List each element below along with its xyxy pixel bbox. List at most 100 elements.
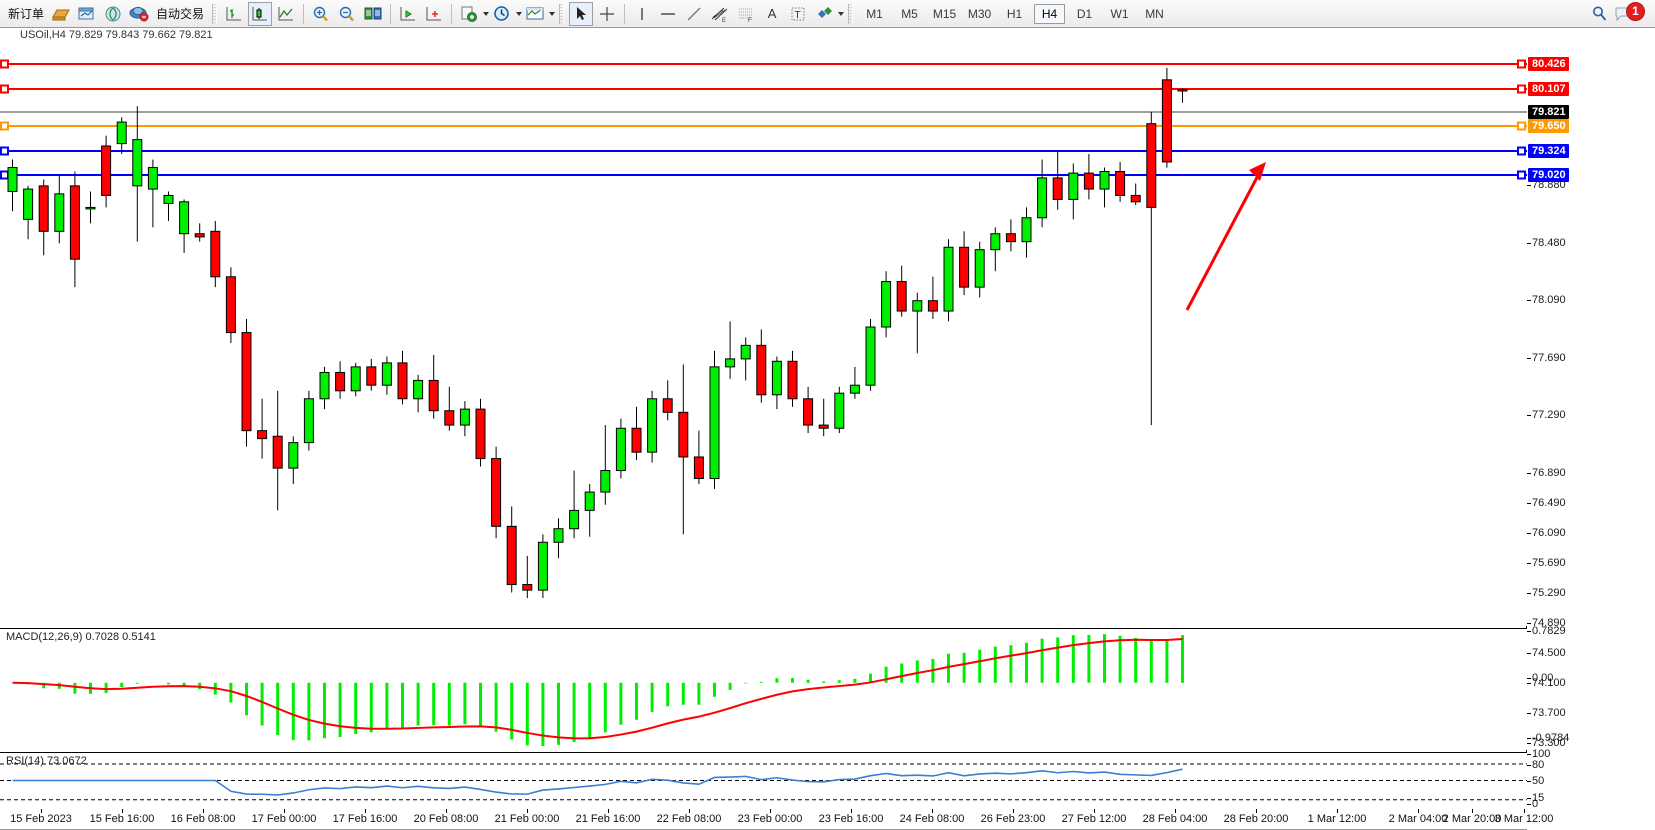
timeframe-button-m15[interactable]: M15	[932, 6, 957, 21]
rsi-pane[interactable]: RSI(14) 73.0672	[0, 752, 1527, 808]
candle	[881, 281, 892, 328]
period-dropdown-caret[interactable]	[516, 11, 523, 16]
candle	[303, 398, 314, 444]
level-handle	[0, 84, 9, 94]
bar-chart-button[interactable]	[222, 2, 246, 26]
level-handle	[1517, 121, 1526, 131]
macd-scale-tick: -0.9784	[1526, 732, 1570, 744]
timeframe-button-w1[interactable]: W1	[1110, 6, 1129, 21]
candle	[771, 360, 782, 396]
price-tick: 74.500	[1527, 647, 1566, 659]
toolbar-gripper-3[interactable]	[848, 3, 854, 24]
chart-plot-area[interactable]: USOil,H4 79.829 79.843 79.662 79.821 MAC…	[0, 28, 1527, 808]
gold-bar-icon[interactable]	[49, 2, 73, 26]
crosshair-button[interactable]	[595, 2, 619, 26]
candle	[475, 408, 486, 460]
price-tick: 73.700	[1527, 707, 1566, 719]
macd-scale-tick: 0.00	[1526, 672, 1554, 684]
price-tick: 78.480	[1527, 237, 1566, 249]
equidistant-channel-button[interactable]: E	[708, 2, 732, 26]
time-label: 15 Feb 16:00	[89, 813, 155, 825]
candle	[54, 193, 65, 232]
timeframe-button-h1[interactable]: H1	[1006, 6, 1023, 21]
templates-dropdown-caret[interactable]	[549, 11, 556, 16]
text-label-button[interactable]: T	[786, 2, 810, 26]
data-window-button[interactable]	[361, 2, 385, 26]
zoom-in-button[interactable]	[309, 2, 333, 26]
candle	[693, 456, 704, 479]
candle	[7, 167, 18, 192]
line-chart-button[interactable]	[274, 2, 298, 26]
candle	[1115, 171, 1126, 196]
candle	[397, 362, 408, 400]
price-level-tag-80-107[interactable]: 80.107	[1528, 82, 1569, 96]
timeframe-button-mn[interactable]: MN	[1145, 6, 1164, 21]
price-level-tag-79-650[interactable]: 79.650	[1528, 119, 1569, 133]
time-label: 3 Mar 12:00	[1494, 813, 1554, 825]
price-tick: 77.690	[1527, 352, 1566, 364]
objects-list-button[interactable]	[812, 2, 836, 26]
time-tick-mark	[1094, 809, 1095, 813]
time-tick-mark	[1337, 809, 1338, 813]
timeframe-button-m1[interactable]: M1	[866, 6, 883, 21]
search-icon[interactable]	[1588, 2, 1612, 26]
trendline-button[interactable]	[682, 2, 706, 26]
autotrade-button[interactable]: 自动交易	[156, 7, 205, 21]
candle	[678, 411, 689, 458]
text-button[interactable]: A	[767, 6, 777, 21]
timeframe-button-m5[interactable]: M5	[901, 6, 918, 21]
candlestick-chart-button[interactable]	[248, 1, 273, 26]
price-pane[interactable]: USOil,H4 79.829 79.843 79.662 79.821	[0, 28, 1527, 626]
time-label: 2 Mar 20:00	[1442, 813, 1502, 825]
time-label: 28 Feb 04:00	[1142, 813, 1208, 825]
terminal-window-icon[interactable]	[75, 2, 99, 26]
cursor-arrow-button[interactable]	[569, 1, 594, 26]
expert-advisor-icon[interactable]	[127, 2, 151, 26]
candle	[959, 246, 970, 288]
timeframe-button-m30[interactable]: M30	[967, 6, 992, 21]
toolbar-divider	[303, 3, 305, 24]
time-label: 17 Feb 16:00	[332, 813, 398, 825]
candle	[85, 206, 96, 210]
candle	[1130, 194, 1141, 203]
chart-shift-button[interactable]	[396, 2, 420, 26]
price-tick: 73.300	[1527, 737, 1566, 749]
timeframe-button-d1[interactable]: D1	[1076, 6, 1093, 21]
toolbar-gripper[interactable]	[212, 3, 218, 24]
rsi-label: RSI(14) 73.0672	[6, 755, 87, 767]
candle	[803, 398, 814, 426]
candle	[569, 509, 580, 530]
zoom-out-button[interactable]	[335, 2, 359, 26]
price-level-tag-80-426[interactable]: 80.426	[1528, 57, 1569, 71]
timeframe-button-h4[interactable]: H4	[1034, 3, 1066, 24]
horizontal-line-button[interactable]	[656, 2, 680, 26]
candle	[1068, 172, 1079, 200]
time-tick-mark	[1175, 809, 1176, 813]
toolbar-gripper-2[interactable]	[559, 3, 565, 24]
signals-globe-icon[interactable]	[101, 2, 125, 26]
objects-dropdown-caret[interactable]	[838, 11, 845, 16]
price-level-tag-79-324[interactable]: 79.324	[1528, 144, 1569, 158]
price-tick: 74.890	[1527, 617, 1566, 629]
time-label: 28 Feb 20:00	[1223, 813, 1289, 825]
period-clock-button[interactable]	[490, 2, 514, 26]
notifications-button[interactable]: 1	[1613, 1, 1647, 27]
auto-scroll-button[interactable]	[422, 2, 446, 26]
vertical-line-button[interactable]	[630, 2, 654, 26]
price-level-tag-79-821[interactable]: 79.821	[1528, 105, 1569, 119]
fibonacci-button[interactable]: F	[734, 2, 758, 26]
new-chart-button[interactable]	[457, 2, 481, 26]
time-label: 27 Feb 12:00	[1061, 813, 1127, 825]
macd-pane[interactable]: MACD(12,26,9) 0.7028 0.5141	[0, 628, 1527, 750]
level-handle	[0, 121, 9, 131]
up-arrow-annotation[interactable]	[1185, 162, 1266, 311]
templates-button[interactable]	[523, 2, 547, 26]
time-scale[interactable]: 15 Feb 2023 15 Feb 16:00 16 Feb 08:00 17 Fe…	[0, 809, 1553, 830]
price-level-tag-79-020[interactable]: 79.020	[1528, 168, 1569, 182]
candle	[740, 344, 751, 360]
new-order-button[interactable]: 新订单	[8, 7, 45, 21]
price-scale[interactable]: 78.880 78.480 78.090 77.690 77.290 76.890 76.4…	[1526, 28, 1655, 810]
new-chart-dropdown-caret[interactable]	[483, 11, 490, 16]
chart-area[interactable]: USOil,H4 79.829 79.843 79.662 79.821 MAC…	[0, 28, 1655, 830]
candle	[241, 332, 252, 432]
